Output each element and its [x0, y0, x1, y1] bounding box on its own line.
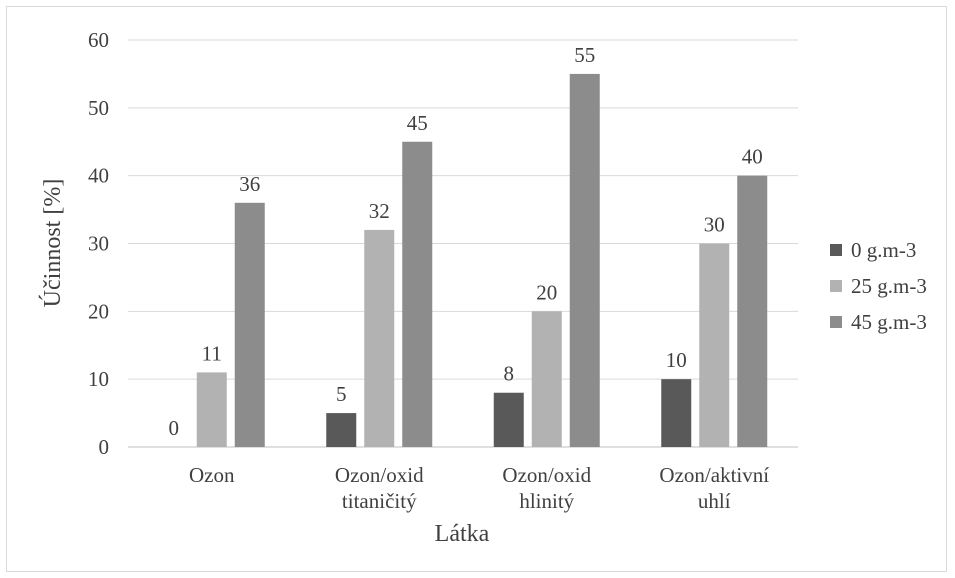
- legend-label: 25 g.m-3: [851, 274, 927, 298]
- data-label: 0: [169, 416, 180, 440]
- x-axis-title: Látka: [435, 521, 490, 547]
- data-label: 36: [239, 172, 260, 196]
- bar: [493, 392, 524, 447]
- y-tick-label: 60: [88, 28, 109, 52]
- data-label: 32: [369, 199, 390, 223]
- legend-label: 0 g.m-3: [851, 238, 916, 262]
- y-tick-label: 30: [88, 232, 109, 256]
- y-tick-label: 0: [99, 435, 110, 459]
- y-tick-label: 40: [88, 164, 109, 188]
- legend: 0 g.m-3 25 g.m-3 45 g.m-3: [830, 238, 927, 334]
- data-labels: 0 11 36 5 32 45 8 20 55 10 30 40: [169, 43, 763, 440]
- y-tick-label: 20: [88, 299, 109, 323]
- bar: [531, 311, 562, 447]
- category-label: Ozon/oxid hlinitý: [502, 463, 591, 513]
- bar: [699, 243, 730, 447]
- bar: [737, 175, 768, 447]
- data-label: 45: [407, 111, 428, 135]
- category-label: Ozon: [189, 463, 235, 487]
- bar: [402, 141, 433, 447]
- bars: [196, 73, 768, 448]
- bar: [234, 202, 265, 447]
- data-label: 40: [742, 145, 763, 169]
- chart-frame: 0 10 20 30 40 50 60 0 11 36 5 32 45 8 20 55 10 30 40 Ozon…: [6, 6, 947, 572]
- data-label: 11: [202, 341, 222, 365]
- legend-label: 45 g.m-3: [851, 310, 927, 334]
- y-axis-title: Účinnost [%]: [39, 179, 66, 308]
- data-label: 30: [704, 213, 725, 237]
- category-label: Ozon/oxid titaničitý: [335, 463, 424, 513]
- bar: [196, 372, 227, 447]
- data-label: 10: [666, 348, 687, 372]
- bar: [569, 73, 600, 448]
- data-label: 8: [504, 362, 515, 386]
- data-label: 55: [574, 43, 595, 67]
- category-label: Ozon/aktivní uhlí: [659, 463, 769, 513]
- y-axis-ticks: 0 10 20 30 40 50 60: [88, 28, 109, 459]
- data-label: 20: [536, 280, 557, 304]
- category-labels: Ozon Ozon/oxid titaničitý Ozon/oxid hlinitý O…: [189, 463, 769, 513]
- legend-swatch: [830, 244, 842, 256]
- data-label: 5: [336, 382, 347, 406]
- bar: [364, 229, 395, 447]
- y-tick-label: 50: [88, 96, 109, 120]
- bar-chart: 0 10 20 30 40 50 60 0 11 36 5 32 45 8 20 55 10 30 40 Ozon…: [39, 28, 927, 547]
- bar: [326, 413, 357, 447]
- bar: [661, 379, 692, 447]
- gridlines: [128, 39, 798, 448]
- legend-swatch: [830, 280, 842, 292]
- legend-swatch: [830, 316, 842, 328]
- y-tick-label: 10: [88, 367, 109, 391]
